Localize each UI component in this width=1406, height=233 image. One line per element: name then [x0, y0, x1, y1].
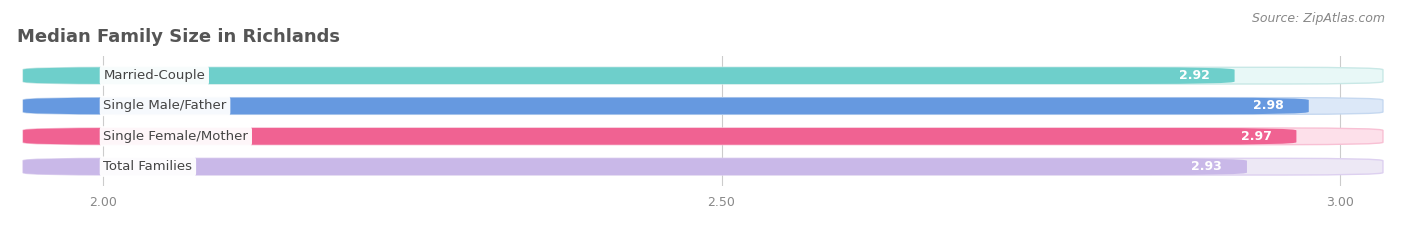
Text: Single Female/Mother: Single Female/Mother [104, 130, 249, 143]
FancyBboxPatch shape [22, 158, 1247, 175]
Text: Married-Couple: Married-Couple [104, 69, 205, 82]
FancyBboxPatch shape [22, 128, 1296, 145]
FancyBboxPatch shape [22, 128, 1384, 145]
Text: 2.97: 2.97 [1241, 130, 1271, 143]
Text: 2.92: 2.92 [1180, 69, 1211, 82]
Text: Single Male/Father: Single Male/Father [104, 99, 226, 113]
FancyBboxPatch shape [22, 67, 1384, 84]
Text: Source: ZipAtlas.com: Source: ZipAtlas.com [1251, 12, 1385, 25]
Text: 2.93: 2.93 [1191, 160, 1222, 173]
Text: Median Family Size in Richlands: Median Family Size in Richlands [17, 28, 340, 46]
Text: 2.98: 2.98 [1253, 99, 1284, 113]
FancyBboxPatch shape [22, 98, 1309, 114]
FancyBboxPatch shape [22, 158, 1384, 175]
FancyBboxPatch shape [22, 67, 1234, 84]
Text: Total Families: Total Families [104, 160, 193, 173]
FancyBboxPatch shape [22, 98, 1384, 114]
